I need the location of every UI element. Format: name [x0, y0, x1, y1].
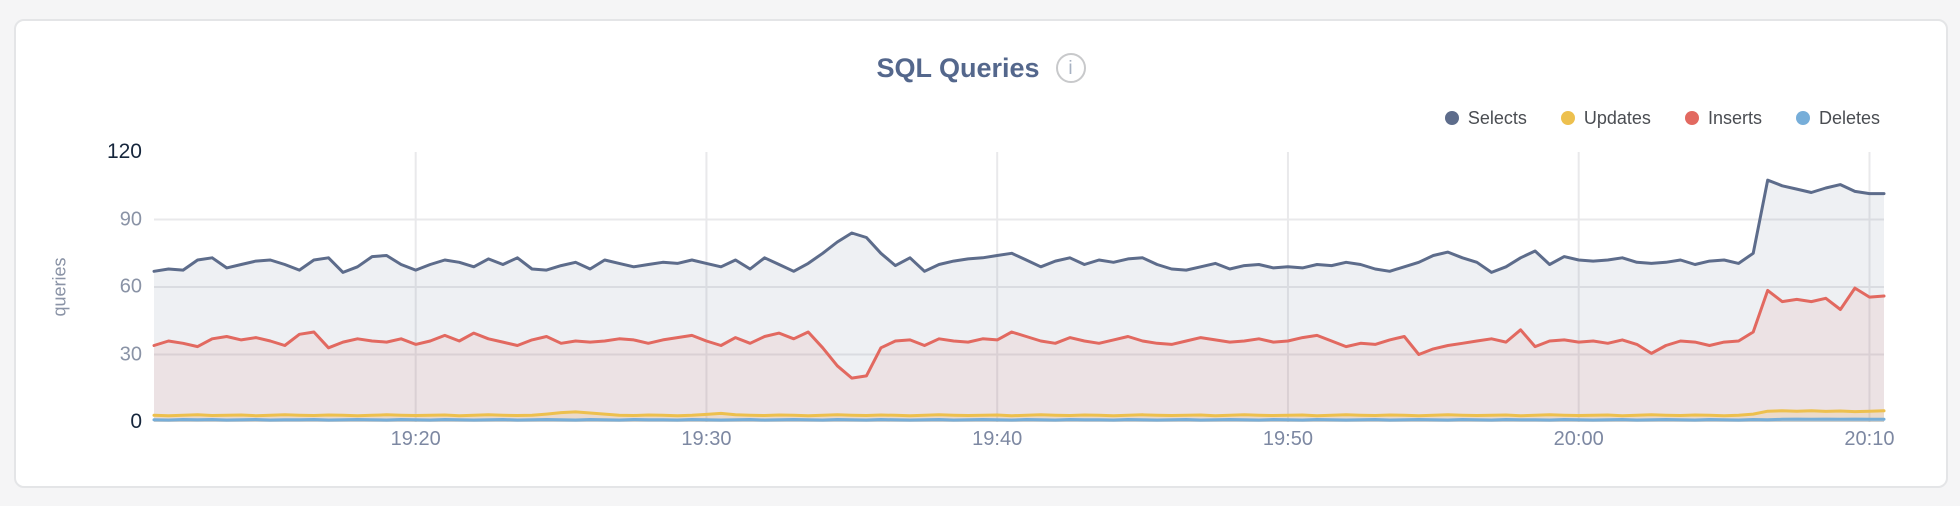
y-tick-120: 120	[106, 140, 142, 163]
x-tick-19:40: 19:40	[972, 428, 1023, 450]
chart-card: SQL Queries i Selects Updates Inserts Delet…	[14, 19, 1948, 488]
info-icon[interactable]: i	[1055, 53, 1086, 83]
y-tick-30: 30	[119, 343, 142, 365]
legend-dot-deletes	[1795, 111, 1810, 125]
legend-item-inserts[interactable]: Inserts	[1684, 107, 1762, 129]
legend-dot-updates	[1560, 111, 1575, 125]
updates-line	[152, 409, 1886, 418]
legend-label-deletes: Deletes	[1818, 107, 1880, 128]
y-axis: 120 90 60 30 0	[16, 21, 142, 486]
x-tick-19:20: 19:20	[390, 428, 441, 450]
y-tick-60: 60	[119, 275, 142, 298]
legend-label-selects: Selects	[1467, 107, 1527, 128]
y-axis-title: queries	[49, 257, 70, 317]
x-tick-19:50: 19:50	[1262, 428, 1313, 450]
selects-area	[154, 180, 1884, 422]
y-tick-90: 90	[119, 208, 142, 230]
deletes-line	[152, 417, 1886, 422]
x-tick-20:10: 20:10	[1844, 428, 1895, 450]
legend-dot-selects	[1444, 111, 1459, 125]
legend-item-deletes[interactable]: Deletes	[1795, 107, 1880, 129]
x-tick-20:00: 20:00	[1553, 428, 1604, 450]
chart-title: SQL Queries	[876, 52, 1040, 83]
x-axis: 19:20 19:30 19:40 19:50 20:00 20:10	[154, 428, 1895, 454]
selects-line	[152, 178, 1886, 274]
chart-header: SQL Queries i	[16, 51, 1946, 85]
inserts-area	[154, 288, 1884, 422]
legend-dot-inserts	[1684, 111, 1699, 125]
legend-item-selects[interactable]: Selects	[1444, 107, 1527, 129]
legend-item-updates[interactable]: Updates	[1560, 107, 1651, 129]
legend-label-inserts: Inserts	[1707, 107, 1762, 128]
chart-svg[interactable]	[152, 152, 1886, 422]
plot-area[interactable]	[152, 152, 1886, 422]
y-tick-0: 0	[130, 410, 142, 433]
chart-legend: Selects Updates Inserts Deletes	[1444, 107, 1880, 129]
x-tick-19:30: 19:30	[681, 428, 732, 450]
inserts-line	[152, 286, 1886, 380]
legend-label-updates: Updates	[1583, 107, 1651, 128]
